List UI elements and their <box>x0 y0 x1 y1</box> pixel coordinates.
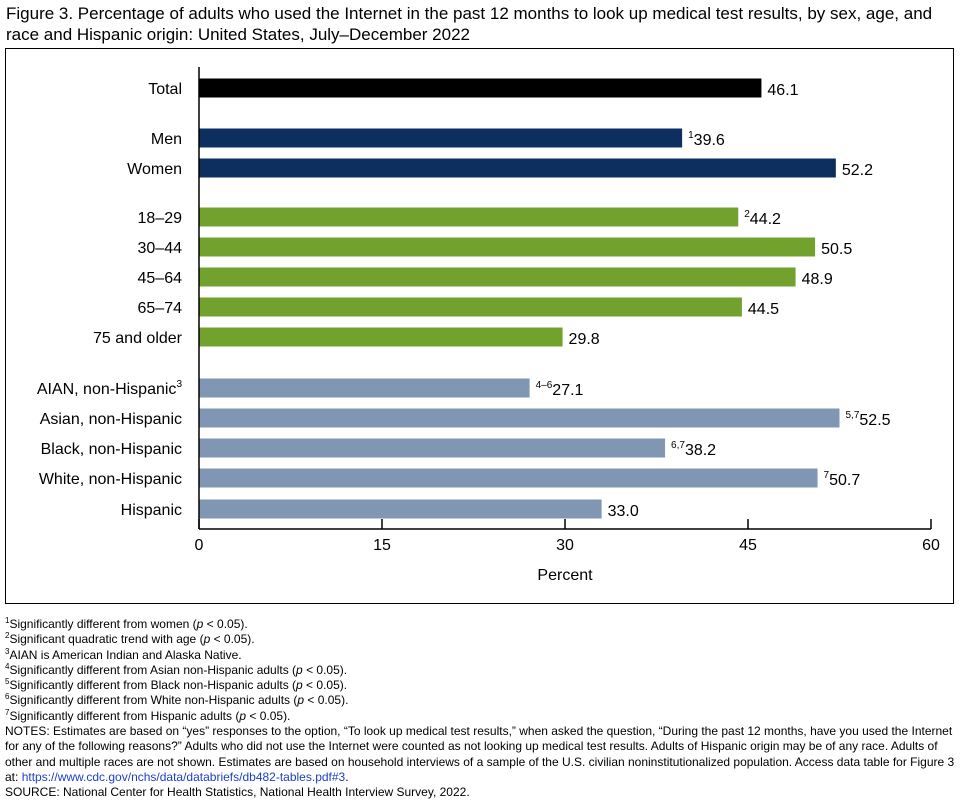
data-label: 48.9 <box>802 271 833 288</box>
x-tick-label: 0 <box>195 537 204 554</box>
footnote: 5Significantly different from Black non-… <box>5 677 348 693</box>
category-label: AIAN, non-Hispanic3 <box>37 379 183 398</box>
footnote: 4Significantly different from Asian non-… <box>5 661 348 677</box>
source-text: SOURCE: National Center for Health Stati… <box>5 785 470 800</box>
category-label: 45–64 <box>138 270 183 287</box>
category-label: Hispanic <box>121 502 182 519</box>
bar <box>199 408 840 428</box>
notes-text: NOTES: Estimates are based on “yes” resp… <box>5 724 955 784</box>
bar <box>199 438 666 458</box>
x-tick-label: 60 <box>922 537 940 554</box>
data-label: 244.2 <box>744 209 781 228</box>
data-label: 750.7 <box>824 470 861 489</box>
bar <box>199 499 602 519</box>
data-label: 6,738.2 <box>671 440 716 459</box>
footnote: 2Significant quadratic trend with age (p… <box>5 631 255 647</box>
bar <box>199 78 762 98</box>
footnote: 3AIAN is American Indian and Alaska Nati… <box>5 646 242 662</box>
category-label: 75 and older <box>93 330 183 347</box>
data-label: 29.8 <box>569 331 600 348</box>
category-label: Men <box>151 131 182 148</box>
data-label: 50.5 <box>821 241 852 258</box>
category-label: Black, non-Hispanic <box>41 441 182 458</box>
category-label: 30–44 <box>138 240 183 257</box>
category-label: 65–74 <box>138 300 183 317</box>
data-label: 33.0 <box>608 503 639 520</box>
x-tick-label: 15 <box>373 537 391 554</box>
data-label: 52.2 <box>842 162 873 179</box>
data-label: 4–627.1 <box>536 380 584 399</box>
bar <box>199 128 683 148</box>
category-label: White, non-Hispanic <box>39 471 182 488</box>
category-label: Total <box>148 81 182 98</box>
data-label: 46.1 <box>767 82 798 99</box>
category-label: Asian, non-Hispanic <box>40 411 182 428</box>
x-axis-label: Percent <box>537 567 593 584</box>
bar <box>199 207 739 227</box>
data-label: 5,752.5 <box>846 410 891 429</box>
x-tick-label: 30 <box>556 537 574 554</box>
footnote: 6Significantly different from White non-… <box>5 692 349 708</box>
bar <box>199 327 563 347</box>
data-table-link[interactable]: https://www.cdc.gov/nchs/data/databriefs… <box>21 769 346 784</box>
data-label: 139.6 <box>688 130 725 149</box>
footnotes-block: 1Significantly different from women (p <… <box>5 617 955 801</box>
x-tick-label: 45 <box>739 537 757 554</box>
bar <box>199 158 836 178</box>
bar-chart: Total 46.1 Men 139.6 Women 52.2 18–29 244.2 30–4… <box>37 67 940 584</box>
figure-title: Figure 3. Percentage of adults who used … <box>6 4 933 44</box>
bar <box>199 237 816 257</box>
bar <box>199 378 530 398</box>
category-label: Women <box>127 161 182 178</box>
bar <box>199 267 796 287</box>
bar <box>199 297 742 317</box>
bar <box>199 468 818 488</box>
footnote: 7Significantly different from Hispanic a… <box>5 707 291 723</box>
footnote: 1Significantly different from women (p <… <box>5 616 248 632</box>
chart-frame: Total 46.1 Men 139.6 Women 52.2 18–29 244.2 30–4… <box>5 48 954 604</box>
data-label: 44.5 <box>748 301 779 318</box>
category-label: 18–29 <box>138 210 183 227</box>
